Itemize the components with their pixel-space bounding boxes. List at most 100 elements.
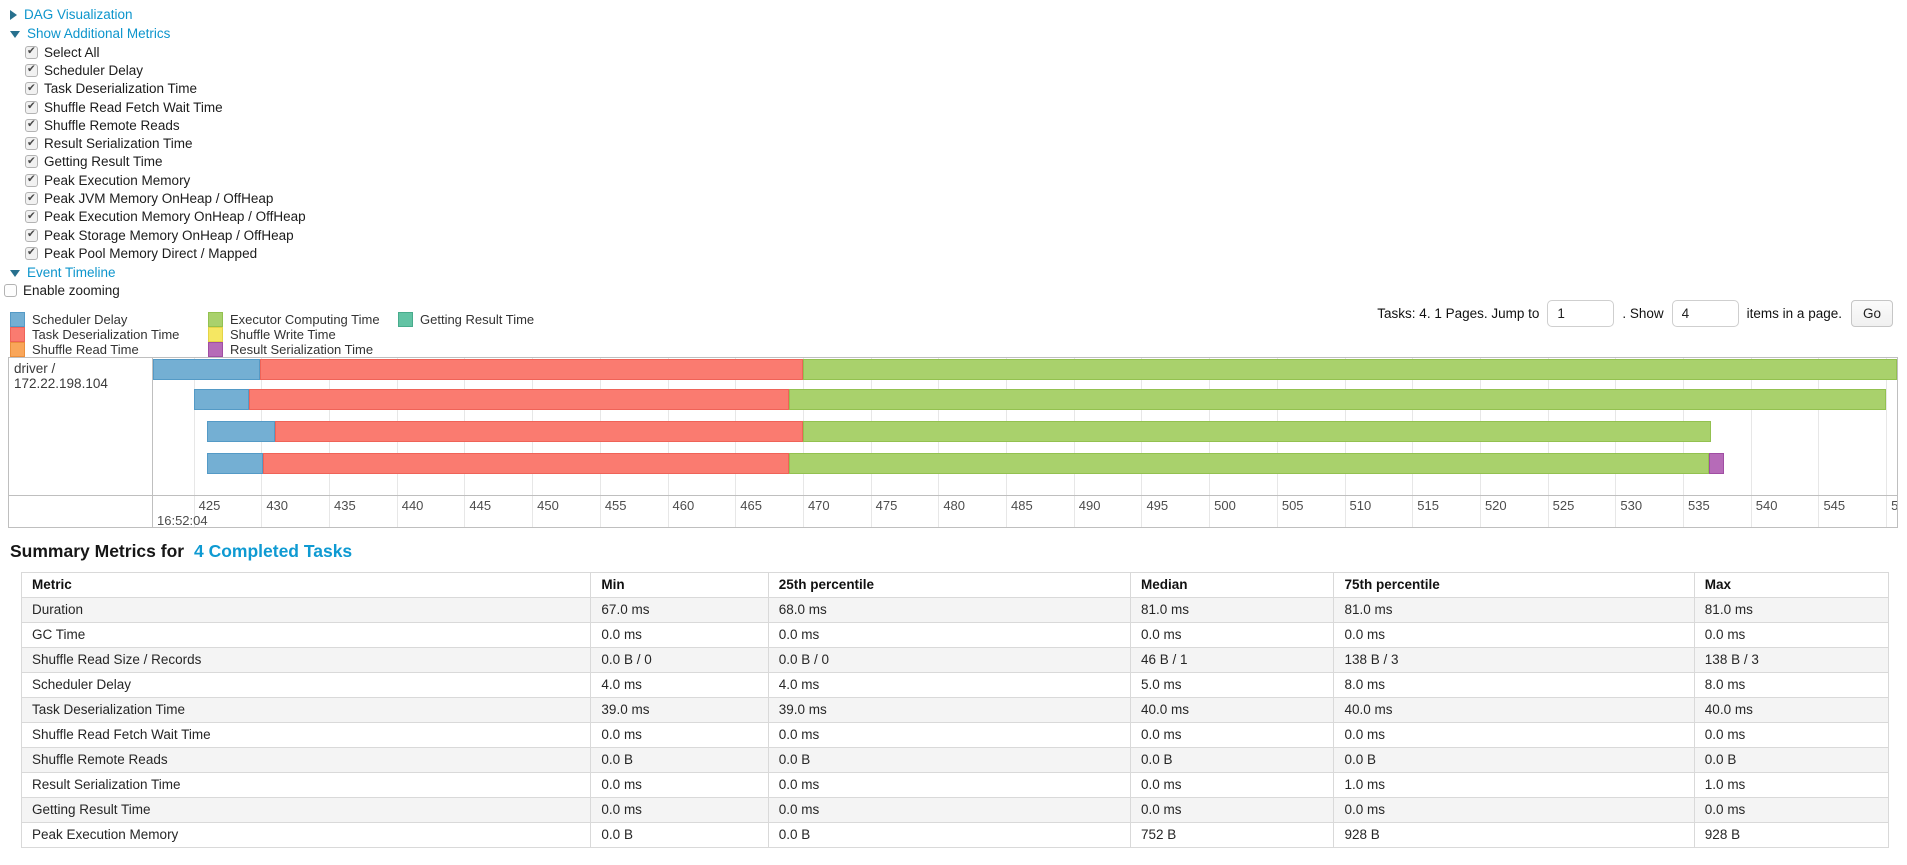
axis-tick-label: 445: [469, 497, 492, 513]
task-bar-segment-blue[interactable]: [207, 453, 263, 475]
axis-tick: [1344, 495, 1346, 527]
metric-checkbox-row[interactable]: Peak Execution Memory OnHeap / OffHeap: [25, 208, 1907, 226]
metric-checkbox[interactable]: [25, 118, 38, 132]
items-per-page-input[interactable]: [1671, 299, 1739, 327]
legend-label: Getting Result Time: [420, 311, 535, 327]
show-additional-metrics-link[interactable]: Show Additional Metrics: [27, 26, 171, 41]
metric-checkbox[interactable]: [25, 100, 38, 114]
event-timeline-toggle[interactable]: Event Timeline: [10, 263, 1907, 282]
metric-checkbox-row[interactable]: Peak Pool Memory Direct / Mapped: [25, 244, 1907, 262]
axis-tick: [1683, 495, 1685, 527]
event-timeline-link[interactable]: Event Timeline: [27, 264, 116, 280]
task-bar-segment-red[interactable]: [274, 421, 803, 443]
task-bar-segment-green[interactable]: [802, 358, 1897, 380]
metric-value-cell: 0.0 ms: [590, 771, 769, 798]
task-bar-segment-red[interactable]: [249, 389, 790, 411]
summary-metrics-table: Metric Min 25th percentile Median 75th perce…: [20, 571, 1890, 848]
axis-tick-label: 515: [1417, 497, 1439, 513]
metric-checkbox-label: Getting Result Time: [44, 154, 163, 170]
metric-checkbox[interactable]: [25, 45, 38, 59]
column-header: Metric: [20, 571, 592, 598]
table-row: Result Serialization Time 0.0 ms 0.0 ms 0.0…: [20, 771, 1890, 798]
enable-zooming-checkbox[interactable]: [4, 284, 17, 298]
completed-tasks-link[interactable]: 4 Completed Tasks: [193, 540, 353, 561]
go-button[interactable]: Go: [1850, 299, 1893, 327]
metric-checkbox[interactable]: [25, 63, 38, 77]
metric-value-cell: 39.0 ms: [590, 696, 769, 723]
metric-name-cell: Duration: [20, 596, 592, 623]
axis-tick-label: 475: [875, 497, 898, 513]
axis-tick-label: 455: [604, 497, 627, 513]
task-bar-segment-blue[interactable]: [193, 389, 250, 411]
metric-checkbox-row[interactable]: Getting Result Time: [25, 153, 1907, 171]
metric-checkbox-row[interactable]: Result Serialization Time: [25, 134, 1907, 152]
axis-tick-label: 425: [198, 497, 221, 513]
task-bar-segment-green[interactable]: [789, 453, 1709, 475]
metric-checkbox[interactable]: [25, 246, 38, 260]
metric-value-cell: 0.0 ms: [767, 796, 1131, 823]
metric-checkbox-row[interactable]: Peak Storage Memory OnHeap / OffHeap: [25, 226, 1907, 244]
metric-value-cell: 1.0 ms: [1333, 771, 1695, 798]
axis-tick-label: 535: [1688, 497, 1710, 513]
metric-value-cell: 81.0 ms: [1129, 596, 1335, 623]
gridline: [1750, 357, 1752, 495]
metric-value-cell: 0.0 B: [1333, 746, 1695, 773]
metric-name-cell: Scheduler Delay: [20, 671, 592, 698]
metric-checkbox-row[interactable]: Select All: [25, 43, 1907, 61]
metric-name-cell: Result Serialization Time: [20, 771, 592, 798]
metric-checkbox[interactable]: [25, 210, 38, 224]
metric-checkbox-label: Shuffle Remote Reads: [44, 117, 180, 133]
metric-checkbox[interactable]: [25, 137, 38, 151]
timeline-axis: 425 430 435 440 445 450 455 460 465 470 475 480 485 4…: [153, 495, 1897, 527]
task-bar-segment-red[interactable]: [262, 453, 790, 475]
metric-checkbox-row[interactable]: Shuffle Read Fetch Wait Time: [25, 98, 1907, 116]
metric-checkbox-row[interactable]: Peak Execution Memory: [25, 171, 1907, 189]
metric-value-cell: 0.0 ms: [1693, 796, 1890, 823]
task-bar-segment-green[interactable]: [802, 421, 1712, 443]
dag-visualization-link[interactable]: DAG Visualization: [24, 7, 133, 22]
show-additional-metrics-toggle[interactable]: Show Additional Metrics: [10, 24, 1907, 43]
metric-value-cell: 928 B: [1333, 821, 1695, 848]
legend-item: Executor Computing Time: [208, 311, 398, 327]
metric-value-cell: 40.0 ms: [1129, 696, 1335, 723]
metric-name-cell: Getting Result Time: [20, 796, 592, 823]
axis-tick-label: 485: [1011, 497, 1033, 513]
table-row: Task Deserialization Time 39.0 ms 39.0 ms 4…: [20, 696, 1890, 723]
metric-checkbox[interactable]: [25, 228, 38, 242]
task-bar-segment-blue[interactable]: [207, 421, 275, 443]
task-bar-segment-blue[interactable]: [153, 358, 260, 380]
dag-visualization-toggle[interactable]: DAG Visualization: [10, 0, 1907, 24]
legend-item: Shuffle Read Time: [10, 342, 208, 358]
axis-tick: [329, 495, 331, 527]
table-head: Metric Min 25th percentile Median 75th perce…: [20, 571, 1890, 598]
table-row: Shuffle Remote Reads 0.0 B 0.0 B 0.0 B 0.0 B…: [20, 746, 1890, 773]
task-bar-segment-purple[interactable]: [1708, 453, 1724, 475]
jump-to-page-input[interactable]: [1547, 299, 1615, 327]
metric-checkbox[interactable]: [25, 192, 38, 206]
metric-value-cell: 0.0 ms: [1333, 796, 1695, 823]
legend-label: Shuffle Read Time: [32, 342, 139, 358]
axis-tick-label: 550: [1891, 497, 1897, 513]
metric-checkbox-row[interactable]: Scheduler Delay: [25, 61, 1907, 79]
gridline: [1886, 357, 1888, 495]
metric-name-cell: Peak Execution Memory: [20, 821, 592, 848]
metric-value-cell: 81.0 ms: [1693, 596, 1890, 623]
task-pagination: Tasks: 4. 1 Pages. Jump to . Show items …: [1377, 299, 1893, 327]
axis-tick: [532, 495, 534, 527]
metric-checkbox[interactable]: [25, 82, 38, 96]
metric-value-cell: 81.0 ms: [1333, 596, 1695, 623]
metric-checkbox-row[interactable]: Peak JVM Memory OnHeap / OffHeap: [25, 189, 1907, 207]
metric-checkbox[interactable]: [25, 173, 38, 187]
column-header: Min: [590, 571, 769, 598]
axis-tick-label: 520: [1484, 497, 1507, 513]
metric-checkbox[interactable]: [25, 155, 38, 169]
task-bar-segment-red[interactable]: [259, 358, 803, 380]
triangle-down-icon: [10, 31, 20, 38]
metric-checkbox-row[interactable]: Shuffle Remote Reads: [25, 116, 1907, 134]
metric-checkbox-row[interactable]: Task Deserialization Time: [25, 80, 1907, 98]
metric-value-cell: 0.0 ms: [590, 796, 769, 823]
metric-checkbox-label: Peak Execution Memory OnHeap / OffHeap: [44, 209, 306, 225]
task-bar-segment-green[interactable]: [789, 389, 1887, 411]
axis-tick: [667, 495, 669, 527]
axis-tick: [1412, 495, 1414, 527]
